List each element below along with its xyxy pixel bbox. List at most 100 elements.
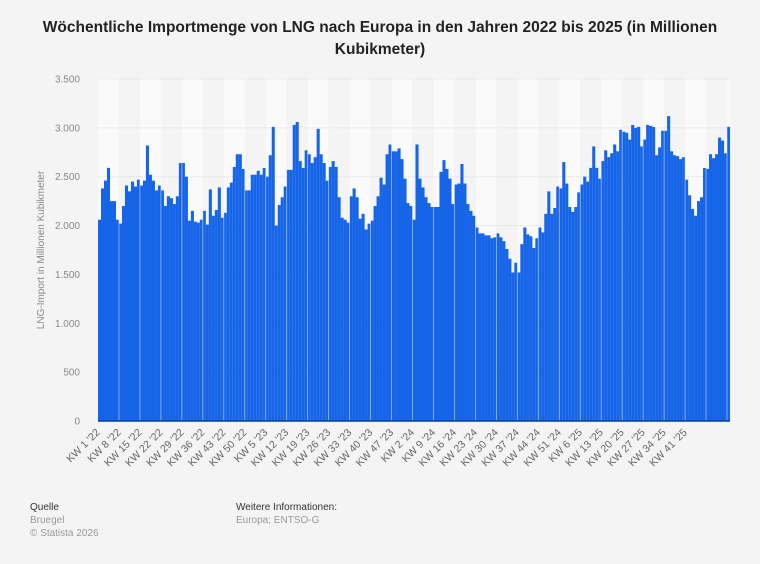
bar [511,272,515,421]
bar [664,130,668,422]
bar [661,130,665,422]
bar [415,144,419,421]
bar [274,225,278,421]
bar [367,223,371,421]
bar [685,179,689,421]
bar [217,187,221,421]
bar [385,154,389,422]
bar [241,168,245,421]
bar [292,124,296,422]
bar [229,182,233,421]
bar [106,167,111,421]
bar [337,197,341,421]
bar [580,184,584,421]
bar [178,163,182,421]
bar [322,163,326,421]
bar [469,210,473,421]
info-block: Weitere Informationen: Europa; ENTSO-G [236,501,337,527]
bar [598,178,602,421]
bar [259,174,263,421]
bar [397,148,401,421]
bar [679,159,683,421]
bar [697,201,701,421]
bar [101,188,105,421]
bar [724,153,728,421]
bar [709,154,713,422]
bar [301,167,305,421]
bar [613,144,617,421]
bar [163,206,167,421]
bar [319,154,323,422]
bar [451,204,455,421]
bar [343,219,347,421]
bar [145,145,149,421]
bar [427,203,431,421]
bar [448,178,452,421]
bar [700,197,704,421]
bar [304,150,308,421]
bar [316,128,320,421]
bar [610,153,614,421]
bar [442,160,446,421]
bar [655,155,659,421]
bar [286,169,290,421]
bar [478,233,482,421]
bar [412,219,416,421]
bar [124,185,129,421]
bar [376,196,380,421]
bar [235,154,239,422]
bar [595,167,599,421]
bar [424,197,428,421]
bar [394,151,398,421]
bar [493,237,497,421]
bar [409,206,413,421]
bar [220,217,224,421]
bar [634,127,638,422]
bar [523,227,527,421]
bar [277,205,281,421]
bar [643,139,647,421]
bar [190,210,194,421]
bar [226,187,230,421]
y-axis-label: LNG-Import in Millionen Kubikmeter [36,170,47,329]
bar [460,164,464,421]
bar [592,146,596,422]
y-tick-label: 0 [74,417,80,428]
bar [553,207,557,421]
chart-title: Wöchentliche Importmenge von LNG nach Eu… [42,19,718,58]
bar [568,207,572,421]
bar [628,139,632,421]
bar [265,176,269,421]
source-label: Quelle [30,502,59,513]
bar [571,211,575,421]
bar [142,180,146,421]
bar [547,191,551,421]
y-tick-label: 1.500 [55,270,80,281]
bar [127,191,131,421]
bar [118,223,123,421]
bar [268,155,272,421]
bar [466,204,470,421]
bar [418,178,422,421]
bar [172,204,176,421]
bar [403,178,407,421]
bar [436,207,440,421]
bar [673,155,677,421]
bar [121,206,126,421]
copyright[interactable]: © Statista 2026 [30,528,99,539]
bar [244,190,248,421]
bar [160,190,164,421]
bar [388,144,392,421]
source-value[interactable]: Bruegel [30,515,65,526]
bar [577,192,581,421]
bar [109,201,114,421]
bar [703,167,707,421]
bar [340,217,344,421]
bar [589,167,593,421]
bar [181,163,185,421]
bar [484,235,488,421]
bar [718,137,722,421]
bar [712,158,716,421]
bar [184,176,188,421]
